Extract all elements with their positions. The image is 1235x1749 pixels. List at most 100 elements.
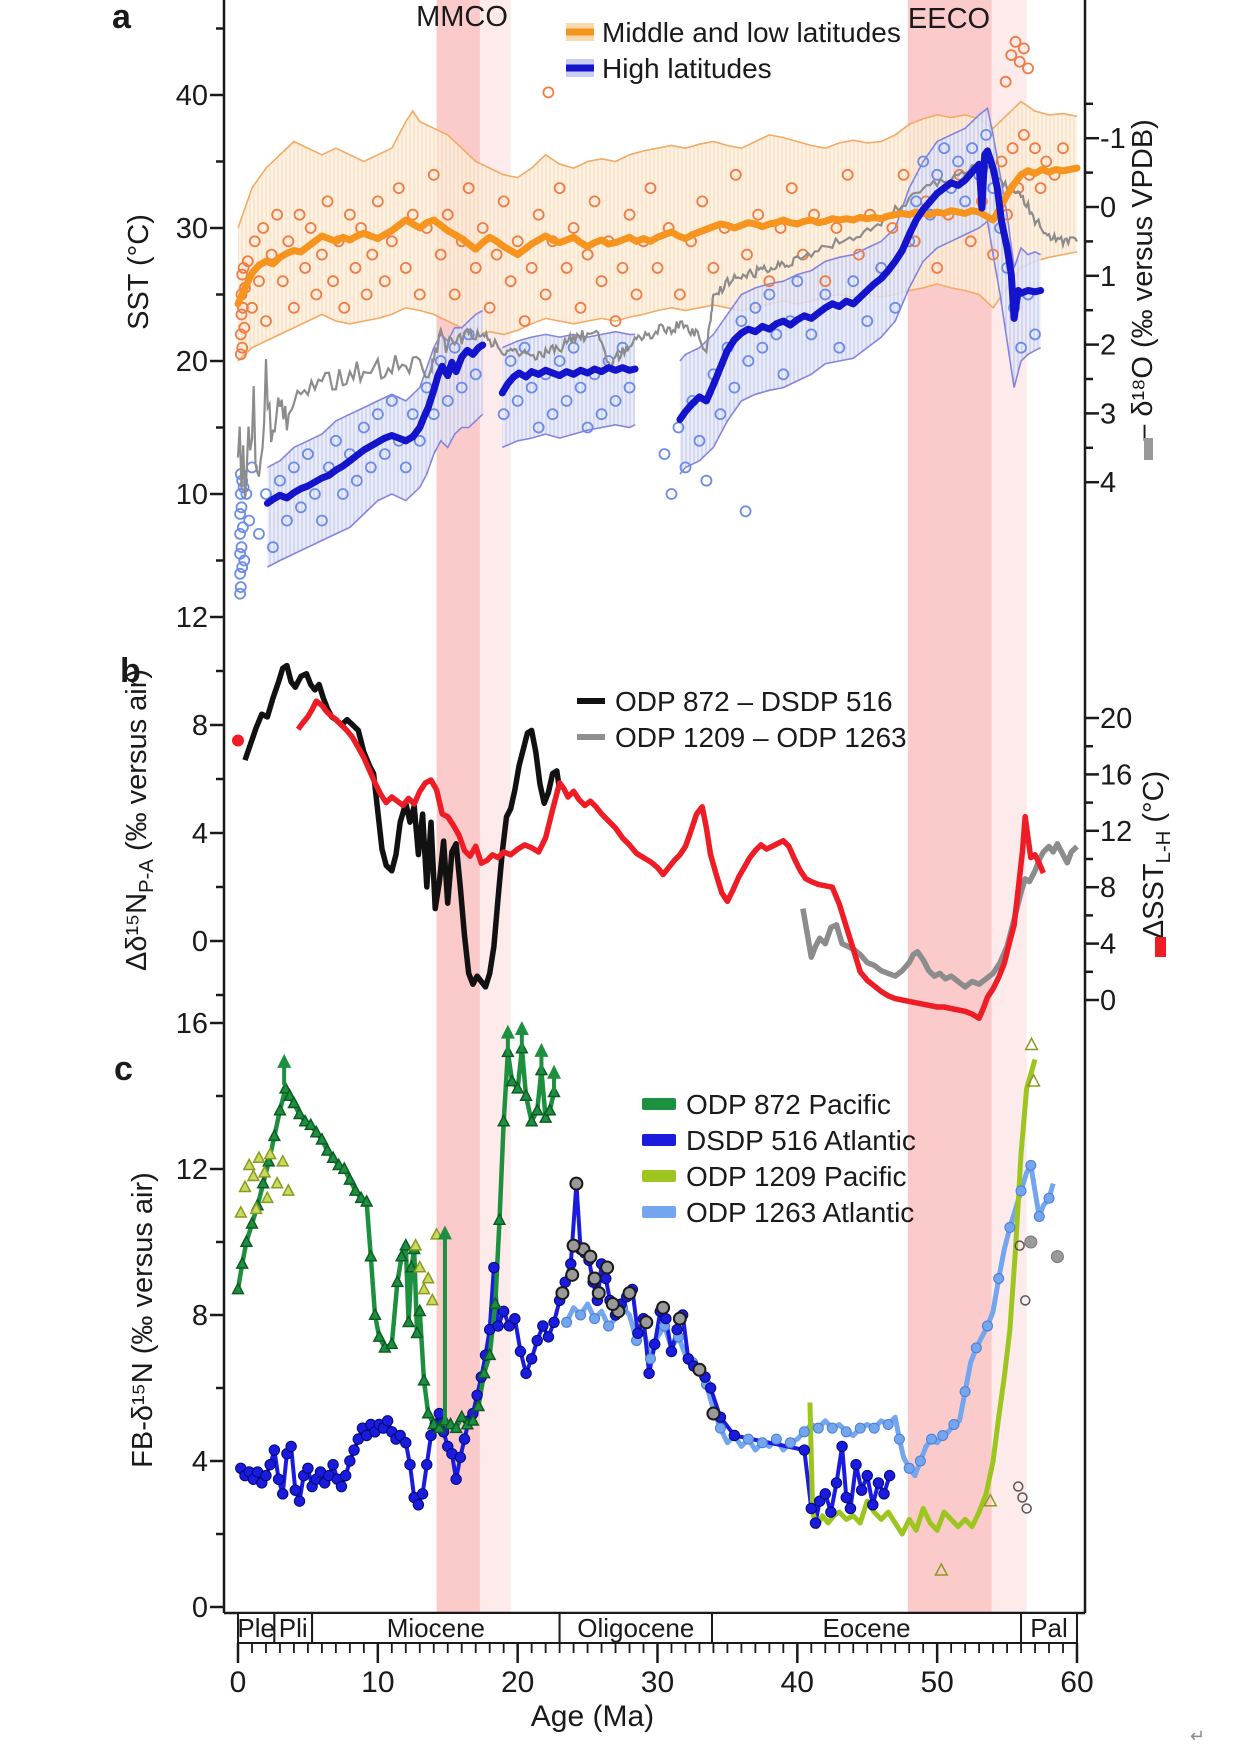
odp1209-triangle [260,1190,275,1204]
d18o-gray-swatch [1144,438,1153,460]
highlat-proxy-point [295,501,307,514]
midlow-proxy-point [763,275,776,288]
highlat-proxy-point [413,434,426,447]
panel-c [231,1021,1064,1576]
x-tick-label: 50 [920,1666,953,1699]
highlat-proxy-point [749,301,762,314]
odp872-point [231,1281,245,1295]
midlow-proxy-point [1057,142,1069,155]
odp872-point [348,1183,363,1196]
highlat-envelope-1-lower-edge [501,423,636,449]
dsdp516-point [335,1480,348,1493]
legend-label: ODP 1209 Pacific [686,1161,907,1192]
midlow-proxy-point [434,248,447,261]
midlow-proxy-point [1034,182,1047,195]
highlat-proxy-point [728,381,741,394]
midlow-proxy-point [497,195,510,208]
odp872-point [401,1314,416,1328]
right-tick-label: 1 [1100,261,1116,293]
highlat-proxy-point [567,341,580,354]
odp1263-point [784,1437,796,1449]
midlow-proxy-point [553,182,566,195]
dark-ring-point [622,1286,637,1301]
dsdp516-point [600,1272,612,1285]
midlow-proxy-point [253,275,265,288]
midlow-proxy-point [236,301,249,314]
odp872-point [304,1117,318,1131]
midlow-proxy-point [476,222,489,234]
midlow-proxy-point [852,248,865,261]
panel-c-letter: c [114,1050,133,1088]
highlat-proxy-point [980,128,992,141]
odp1209-triangle [238,1179,252,1193]
odp1209-triangle [421,1270,435,1284]
highlat-proxy-point [399,461,412,474]
midlow-proxy-point [897,168,910,181]
dsdp516-point [339,1469,352,1482]
odp1209-triangle [246,1168,261,1182]
odp1209-triangle [281,1183,295,1196]
right-tick-label: 4 [1100,467,1116,499]
dsdp516-point [805,1502,818,1515]
highlat-proxy-point [288,461,300,474]
odp872-point [421,1405,435,1419]
x-axis: Ple Pli Miocene Oligocene Eocene Pal 0 10 20 30 40… [230,1612,1094,1733]
x-axis-title: Age (Ma) [531,1700,654,1733]
midlow-proxy-point [651,261,664,274]
highlat-proxy-point [236,561,249,574]
highlat-envelope-2-upper-edge [679,106,1041,362]
highlat-mean-line-1 [498,364,639,397]
highlat-proxy-point [238,554,251,567]
highlat-proxy-point [959,195,972,208]
midlow-proxy-point [1017,128,1030,141]
midlow-proxy-point [246,301,258,314]
midlow-proxy-point [999,75,1012,88]
midlow-proxy-point [378,275,391,288]
legend-label: ODP 1263 Atlantic [686,1197,914,1228]
dsdp516-point [492,1320,504,1332]
odp872-point [524,1113,539,1127]
dsdp516-point [327,1458,339,1471]
highlat-proxy-point [235,501,248,514]
odp1263-point [589,1313,601,1325]
dsdp516-point [488,1261,500,1274]
midlow-proxy-point [696,195,709,208]
dsdp516-point [840,1491,852,1504]
highlat-proxy-point [861,315,874,328]
odp872-point [267,1128,282,1142]
odp1263-point [812,1422,824,1434]
panel-a [234,35,1081,600]
dsdp516-point [272,1473,285,1485]
odp1263-point [970,1342,982,1354]
midlow-proxy-point [235,308,248,321]
dsdp516-point [836,1440,848,1453]
odp872-point [337,1161,351,1174]
highlat-proxy-point [679,461,692,474]
left-tick-label: 8 [192,710,208,742]
midlow-proxy-point [343,208,356,221]
midlow-proxy-point [236,341,249,354]
odp1263-point [561,1316,573,1328]
odp872-point [385,1336,399,1350]
dsdp516-point [671,1323,683,1336]
legend-label: ODP 1209 – ODP 1263 [615,722,907,753]
midlow-proxy-point [288,301,300,314]
midlow-proxy-point [265,248,278,261]
dsdp516-point [454,1451,467,1464]
dark-ring-point [639,1315,654,1330]
highlat-proxy-point [234,587,246,600]
epoch-label: Eocene [822,1613,910,1643]
dsdp516-point [404,1458,416,1471]
odp872-point [404,1259,419,1273]
highlat-proxy-point [581,421,594,434]
x-tick-label: 10 [361,1666,394,1699]
odp872-point [235,1256,249,1269]
highlat-proxy-point [623,381,636,394]
odp872-arrow-head [277,1053,292,1068]
odp1263-point [854,1422,866,1434]
dsdp516-point [344,1455,356,1467]
midlow-proxy-point [234,328,247,341]
midlow-proxy-point [241,255,254,268]
left-tick-label: 10 [176,479,208,511]
odp872-point [245,1216,259,1229]
